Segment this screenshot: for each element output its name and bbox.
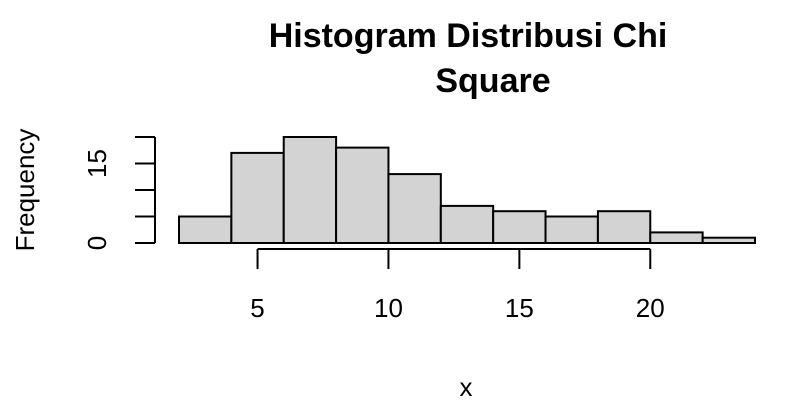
histogram-bar <box>439 204 495 244</box>
histogram-bar <box>230 151 285 244</box>
histogram-bar <box>335 146 390 245</box>
y-axis-label: Frequency <box>10 129 40 252</box>
x-tick-label: 10 <box>374 293 403 323</box>
x-axis: 5 10 15 20 <box>250 248 665 323</box>
x-tick-label: 20 <box>636 293 665 323</box>
x-tick-label: 5 <box>250 293 264 323</box>
chart-title-line-2: Square <box>435 62 550 100</box>
histogram-bar <box>596 210 652 244</box>
x-tick-label: 15 <box>505 293 534 323</box>
x-axis-label: x <box>460 372 473 402</box>
y-axis: 0 15 <box>82 136 156 250</box>
histogram-bar <box>492 210 547 244</box>
histogram-bar <box>178 215 233 244</box>
histogram-bar <box>649 231 704 244</box>
chart-title-line-1: Histogram Distribusi Chi <box>269 17 668 55</box>
histogram-bars <box>178 136 756 245</box>
histogram-bar <box>282 136 338 244</box>
histogram-bar <box>387 173 442 245</box>
histogram-bar <box>701 236 756 244</box>
y-tick-label: 15 <box>82 149 112 178</box>
y-tick-label: 0 <box>82 236 112 250</box>
histogram-bar <box>544 215 599 244</box>
